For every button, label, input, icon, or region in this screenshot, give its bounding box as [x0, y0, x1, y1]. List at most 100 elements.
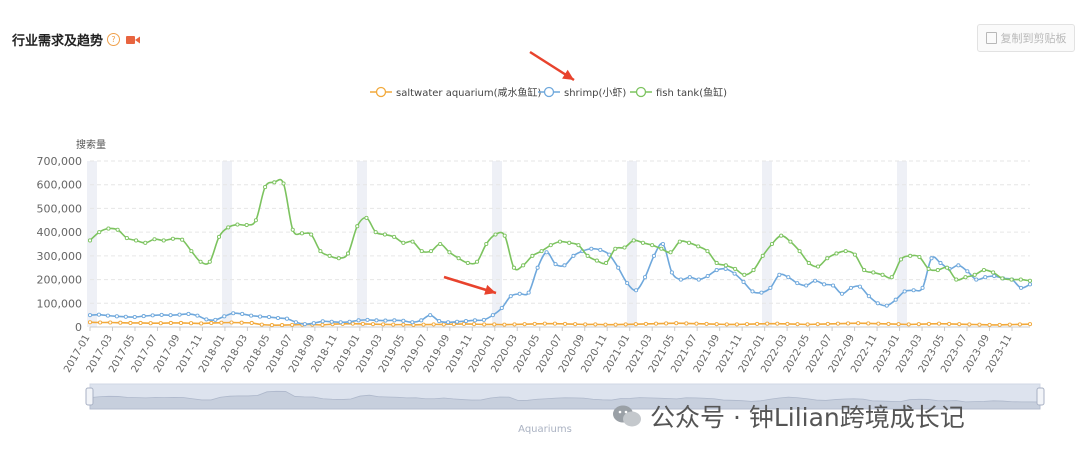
- data-point: [548, 243, 553, 248]
- data-point: [482, 322, 487, 327]
- data-point: [195, 313, 200, 318]
- data-point: [825, 321, 830, 326]
- data-point: [585, 253, 590, 258]
- data-point: [714, 260, 719, 266]
- y-tick-label: 0: [75, 321, 82, 334]
- data-point: [893, 297, 898, 302]
- data-point: [138, 320, 143, 326]
- data-point: [141, 314, 146, 319]
- page-title: 行业需求及趋势: [12, 34, 104, 49]
- data-point: [957, 322, 962, 327]
- data-point: [1027, 278, 1033, 283]
- data-point: [987, 322, 992, 327]
- data-point: [714, 268, 719, 273]
- data-point: [835, 321, 841, 326]
- data-point: [244, 222, 249, 228]
- data-point: [356, 318, 361, 323]
- data-point: [401, 318, 406, 323]
- data-point: [447, 250, 452, 255]
- help-icon[interactable]: ?: [107, 33, 121, 46]
- data-point: [199, 321, 204, 326]
- data-point: [880, 272, 885, 277]
- series-line: [89, 242, 1031, 325]
- data-point: [576, 243, 581, 248]
- data-point: [249, 320, 254, 326]
- y-tick-label: 200,000: [37, 274, 83, 287]
- data-point: [456, 256, 461, 261]
- data-point: [526, 290, 531, 295]
- data-point: [454, 319, 460, 324]
- copy-icon: [985, 32, 997, 44]
- data-point: [744, 322, 750, 327]
- data-point: [825, 256, 830, 261]
- data-point: [724, 322, 729, 327]
- data-point: [96, 312, 102, 317]
- data-point: [502, 233, 507, 238]
- data-point: [866, 321, 871, 326]
- data-point: [830, 283, 836, 288]
- data-point: [651, 253, 657, 258]
- data-point: [642, 275, 648, 280]
- data-point: [364, 215, 369, 220]
- data-point: [512, 322, 517, 327]
- copy-to-clipboard-button[interactable]: 复制到剪贴板: [977, 24, 1075, 52]
- data-point: [650, 243, 655, 248]
- data-point: [530, 253, 535, 258]
- chart-header: 行业需求及趋势 ?: [12, 30, 141, 49]
- data-point: [936, 321, 942, 326]
- data-point: [886, 321, 891, 326]
- video-icon[interactable]: [126, 30, 141, 49]
- data-point: [284, 316, 290, 321]
- data-point: [178, 320, 184, 326]
- data-point: [281, 181, 286, 186]
- data-point: [204, 317, 209, 322]
- data-point: [320, 319, 325, 324]
- data-point: [123, 314, 128, 319]
- data-point: [916, 322, 921, 327]
- data-point: [186, 311, 191, 317]
- data-point: [815, 264, 821, 269]
- data-point: [258, 314, 263, 319]
- data-point: [87, 320, 93, 325]
- data-point: [653, 321, 659, 326]
- data-point: [177, 312, 182, 317]
- data-point: [908, 253, 913, 258]
- data-point: [383, 318, 388, 323]
- data-point: [631, 238, 636, 243]
- data-point: [345, 251, 351, 256]
- data-point: [231, 311, 236, 316]
- data-point: [517, 291, 522, 296]
- data-point: [929, 256, 934, 261]
- data-point: [920, 285, 925, 290]
- data-point: [779, 233, 784, 238]
- data-point: [981, 268, 986, 273]
- data-point: [945, 265, 950, 270]
- data-point: [472, 318, 478, 323]
- data-point: [1017, 322, 1022, 327]
- data-point: [124, 236, 129, 241]
- zoom-label: Aquariums: [518, 424, 572, 435]
- data-point: [189, 249, 194, 254]
- data-point: [148, 321, 153, 326]
- data-point: [522, 322, 527, 327]
- data-point: [567, 240, 572, 245]
- year-band: [762, 161, 772, 327]
- year-band: [357, 161, 367, 327]
- data-point: [1027, 322, 1033, 327]
- data-point: [751, 268, 756, 273]
- data-point: [625, 281, 630, 286]
- year-band: [897, 161, 907, 327]
- data-point: [640, 240, 645, 245]
- data-point: [768, 285, 773, 290]
- data-point: [532, 321, 537, 326]
- data-point: [643, 321, 648, 326]
- data-point: [963, 275, 968, 280]
- data-point: [542, 321, 547, 326]
- data-point: [392, 234, 397, 239]
- data-point: [481, 317, 486, 322]
- data-point: [492, 322, 497, 327]
- data-point: [207, 259, 212, 264]
- data-point: [114, 314, 119, 319]
- data-point: [134, 238, 139, 243]
- data-point: [977, 322, 982, 327]
